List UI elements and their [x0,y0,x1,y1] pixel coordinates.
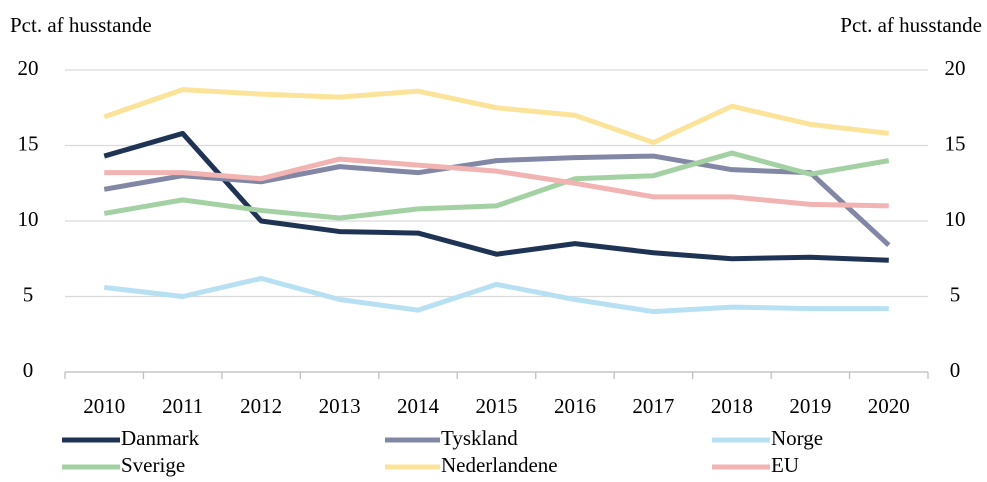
legend-label: Norge [771,426,823,450]
line [104,156,889,209]
y2-tick-label: 5 [950,282,961,306]
y-axis-label: Pct. af husstande [10,13,152,37]
x-tick-label: 2011 [162,394,203,418]
x-tick-label: 2010 [83,394,125,418]
legend-label: Danmark [121,426,200,450]
y2-tick-label: 10 [945,207,966,231]
x-tick-label: 2018 [711,394,753,418]
line [103,87,890,145]
y-tick-label: 15 [18,131,39,155]
line [103,150,890,221]
y-tick-label: 5 [23,282,34,306]
line [103,153,891,247]
x-tick-label: 2019 [789,394,831,418]
x-tick-label: 2020 [868,394,910,418]
y-tick-label: 20 [18,56,39,80]
y2-axis-label: Pct. af husstande [840,13,982,37]
y-tick-label: 0 [23,358,34,382]
legend-label: Nederlandene [441,453,558,477]
line [103,130,889,263]
x-tick-label: 2013 [319,394,361,418]
x-tick-label: 2014 [397,394,440,418]
y2-tick-label: 20 [945,56,966,80]
line [103,275,889,315]
legend-label: Tyskland [441,426,518,450]
y2-tick-label: 15 [945,131,966,155]
x-tick-label: 2017 [632,394,674,418]
y-tick-label: 10 [18,207,39,231]
y2-tick-label: 0 [950,358,961,382]
legend-label: EU [771,453,799,477]
x-tick-label: 2015 [476,394,518,418]
x-tick-label: 2016 [554,394,596,418]
legend-label: Sverige [121,453,185,477]
x-tick-label: 2012 [240,394,282,418]
